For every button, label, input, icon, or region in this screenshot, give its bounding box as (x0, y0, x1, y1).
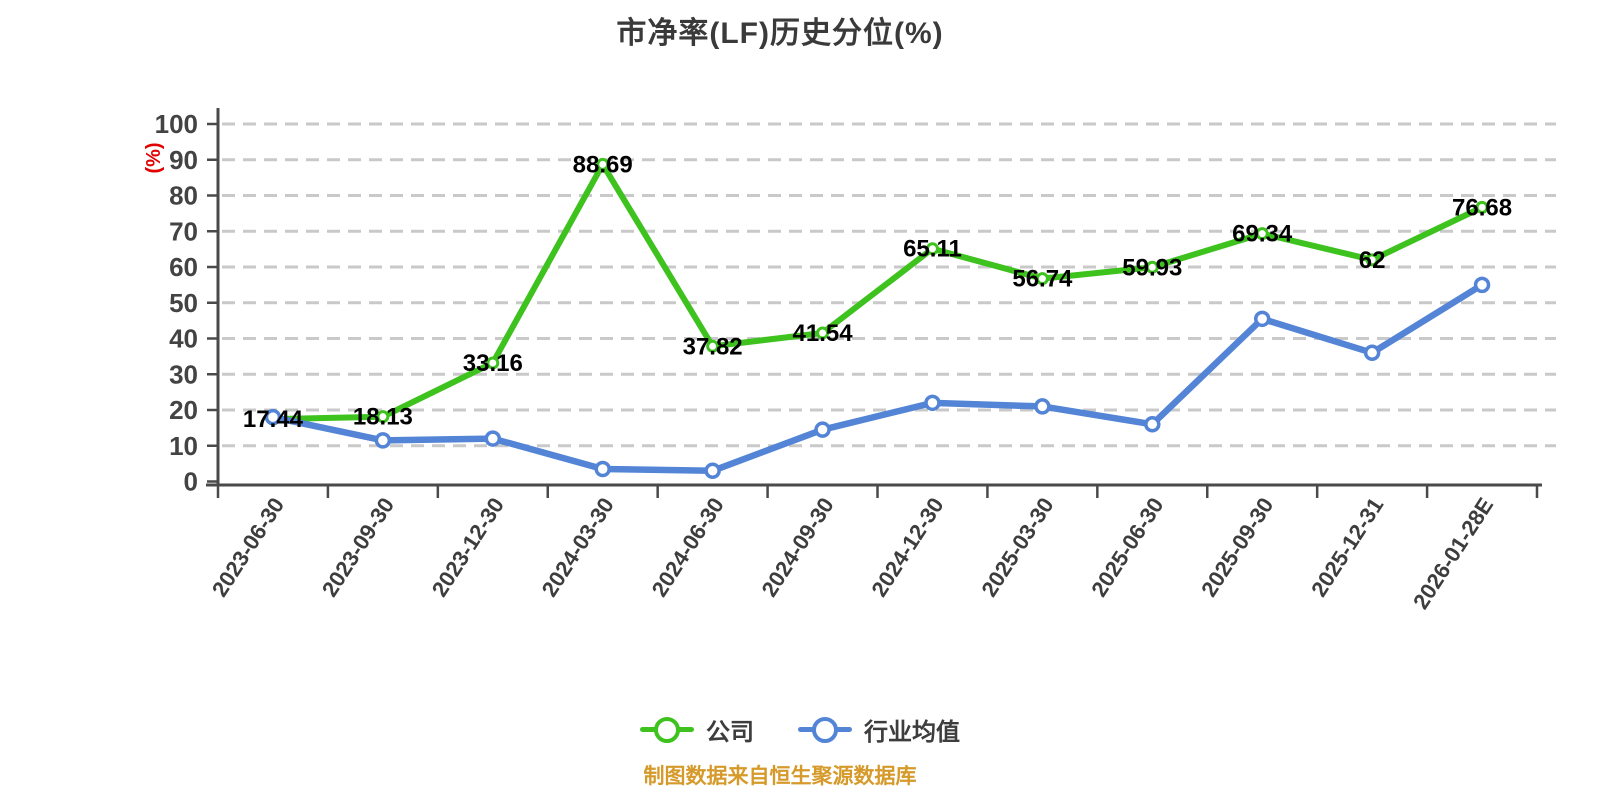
y-axis-title: (%) (143, 142, 165, 173)
legend-item-company[interactable]: 公司 (640, 712, 754, 747)
y-axis-tick-label: 70 (169, 216, 198, 246)
industry-data-point (264, 408, 282, 426)
industry-legend-label: 行业均值 (864, 719, 960, 746)
y-axis-tick-label: 60 (169, 252, 198, 282)
x-axis-tick-label: 2024-03-30 (537, 493, 619, 601)
company-data-point (925, 242, 939, 256)
x-axis-tick-label: 2024-12-30 (866, 493, 948, 601)
y-axis-tick-label: 100 (155, 109, 198, 139)
y-axis-tick-label: 80 (169, 181, 198, 211)
company-data-point (596, 157, 610, 171)
y-axis-tick-label: 40 (169, 324, 198, 354)
y-axis-tick-label: 10 (169, 431, 198, 461)
company-data-point (1145, 260, 1159, 274)
data-value-label: 69.34 (1232, 221, 1293, 248)
company-data-point (1475, 200, 1489, 214)
x-axis-tick-label: 2025-06-30 (1086, 493, 1168, 601)
company-legend-label: 公司 (706, 719, 754, 746)
company-data-point (1035, 272, 1049, 286)
legend: 公司 行业均值 (0, 712, 1600, 747)
industry-legend-marker-icon (798, 716, 852, 743)
industry-data-point (924, 394, 941, 412)
company-data-point (376, 410, 390, 424)
industry-data-point (374, 432, 392, 449)
x-axis-tick-label: 2023-09-30 (317, 493, 399, 601)
company-legend-marker-icon (640, 716, 694, 743)
industry-data-point (1034, 398, 1051, 415)
data-value-label: 88.69 (573, 151, 633, 178)
data-value-label: 41.54 (793, 320, 854, 347)
industry-data-point (704, 462, 721, 480)
company-series-line (269, 161, 1486, 423)
chart-title: 市净率(LF)历史分位(%) (616, 17, 944, 50)
company-data-point (816, 326, 830, 340)
y-axis-tick-label: 50 (169, 288, 198, 318)
data-value-label: 65.11 (903, 236, 962, 263)
x-axis-tick-label: 2025-12-31 (1306, 493, 1388, 601)
data-value-label: 76.68 (1452, 194, 1512, 221)
data-value-label: 56.74 (1012, 266, 1073, 293)
x-axis-tick-label: 2025-09-30 (1196, 493, 1278, 601)
legend-item-industry-average[interactable]: 行业均值 (798, 712, 960, 747)
industry-data-point (814, 421, 831, 438)
x-axis-tick-label: 2023-12-30 (427, 493, 509, 601)
industry-data-point (1144, 416, 1161, 433)
data-value-label: 59.93 (1122, 254, 1182, 281)
x-axis-tick-label: 2024-09-30 (756, 493, 838, 601)
x-axis-tick-label: 2023-06-30 (207, 493, 289, 601)
industry-series-line (269, 281, 1486, 475)
data-source-note: 制图数据来自恒生聚源数据库 (643, 765, 917, 788)
y-axis-tick-label: 90 (169, 145, 198, 175)
industry-data-point (1473, 276, 1491, 294)
company-data-point (486, 356, 500, 370)
company-data-point (1365, 253, 1379, 267)
data-value-label: 37.82 (683, 333, 743, 360)
industry-data-point (484, 430, 502, 447)
y-axis-tick-label: 30 (169, 359, 198, 389)
industry-data-point (1253, 310, 1271, 328)
y-axis-tick-label: 0 (184, 467, 198, 497)
x-axis-tick-label: 2025-03-30 (976, 493, 1058, 601)
data-value-label: 62 (1359, 247, 1386, 274)
data-value-label: 17.44 (243, 406, 304, 433)
industry-data-point (594, 460, 611, 478)
x-axis-tick-label: 2026-01-28E (1408, 493, 1498, 613)
y-axis-tick-label: 20 (169, 395, 198, 425)
x-axis-tick-label: 2024-06-30 (647, 493, 729, 601)
company-data-point (1255, 227, 1269, 241)
data-value-label: 18.13 (353, 404, 413, 431)
data-value-label: 33.16 (463, 350, 523, 377)
industry-legend-circle-icon (812, 716, 838, 743)
industry-data-point (1363, 344, 1381, 362)
company-legend-circle-icon (654, 716, 680, 743)
company-data-point (706, 339, 720, 353)
